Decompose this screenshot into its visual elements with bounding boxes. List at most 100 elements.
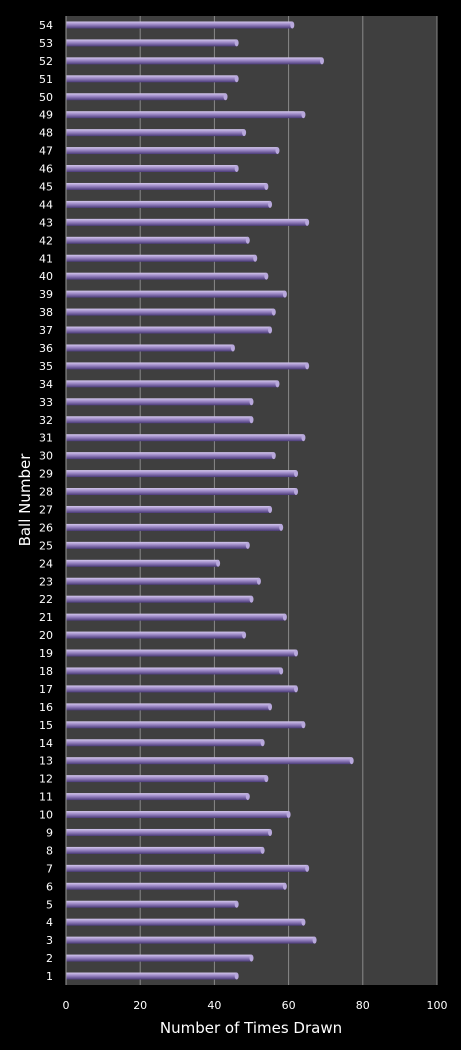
bar-cap: [268, 200, 273, 208]
y-tick-label: 33: [39, 396, 53, 409]
bar-body: [66, 918, 304, 926]
bar-body: [66, 416, 252, 424]
y-tick-label: 6: [46, 880, 53, 893]
bar: [66, 541, 250, 549]
y-tick-label: 46: [39, 163, 53, 176]
bar-body: [66, 739, 263, 747]
bar: [66, 505, 273, 513]
y-tick-label: 20: [39, 629, 53, 642]
bar: [66, 846, 265, 854]
grid-lines: [139, 16, 438, 985]
bar: [66, 93, 228, 101]
y-tick-label: 8: [46, 844, 53, 857]
bar-cap: [268, 505, 273, 513]
bar: [66, 936, 317, 944]
bar-body: [66, 649, 297, 657]
bar: [66, 75, 239, 83]
y-tick-label: 28: [39, 486, 53, 499]
y-tick-label: 18: [39, 665, 53, 678]
bar: [66, 559, 221, 567]
bar-cap: [301, 918, 306, 926]
bar-cap: [253, 254, 258, 262]
bar-cap: [349, 757, 354, 765]
bar-body: [66, 470, 297, 478]
bar: [66, 523, 284, 531]
bar-cap: [234, 39, 239, 47]
x-tick-label: 80: [356, 999, 370, 1012]
bar-body: [66, 703, 271, 711]
bar-body: [66, 165, 237, 173]
bar-cap: [282, 882, 287, 890]
bar-cap: [230, 344, 235, 352]
bar-cap: [305, 864, 310, 872]
bar-body: [66, 254, 256, 262]
x-tick-label: 100: [427, 999, 448, 1012]
bar-body: [66, 523, 282, 531]
bar-body: [66, 793, 248, 801]
bar: [66, 811, 291, 819]
bar-body: [66, 685, 297, 693]
y-tick-label: 34: [39, 378, 53, 391]
bar: [66, 380, 280, 388]
bar-body: [66, 631, 245, 639]
bar-cap: [282, 290, 287, 298]
bar-cap: [256, 577, 261, 585]
bar-cap: [234, 972, 239, 980]
x-tick-labels: 0 20 40 60 80 100: [63, 999, 448, 1012]
bar-body: [66, 954, 252, 962]
bar-cap: [268, 703, 273, 711]
bar-cap: [301, 111, 306, 119]
x-tick-label: 60: [282, 999, 296, 1012]
y-tick-label: 7: [46, 862, 53, 875]
bar-body: [66, 828, 271, 836]
bar-cap: [305, 362, 310, 370]
bar-cap: [290, 21, 295, 29]
bar-cap: [279, 667, 284, 675]
y-tick-label: 11: [39, 791, 53, 804]
bar: [66, 577, 261, 585]
bar-body: [66, 434, 304, 442]
bar-body: [66, 200, 271, 208]
y-tick-label: 24: [39, 557, 53, 570]
bar: [66, 918, 306, 926]
y-tick-label: 15: [39, 719, 53, 732]
bar: [66, 147, 280, 155]
y-tick-label: 50: [39, 91, 53, 104]
bar-body: [66, 541, 248, 549]
bar-cap: [294, 488, 299, 496]
y-tick-label: 16: [39, 701, 53, 714]
bar-body: [66, 577, 259, 585]
bar: [66, 182, 269, 190]
bar-cap: [223, 93, 228, 101]
y-tick-label: 13: [39, 755, 53, 768]
bar-cap: [275, 147, 280, 155]
bar-body: [66, 882, 285, 890]
bar-cap: [264, 272, 269, 280]
bar: [66, 452, 276, 460]
bar-body: [66, 864, 308, 872]
plot-area: [66, 16, 437, 985]
y-tick-label: 43: [39, 216, 53, 229]
bar: [66, 721, 306, 729]
y-tick-label: 27: [39, 503, 53, 516]
bar-body: [66, 775, 267, 783]
bar: [66, 236, 250, 244]
bar: [66, 613, 287, 621]
bar: [66, 290, 287, 298]
bar-cap: [305, 218, 310, 226]
bar-cap: [260, 846, 265, 854]
bar-body: [66, 595, 252, 603]
bar-body: [66, 272, 267, 280]
y-tick-label: 9: [46, 826, 53, 839]
bar-body: [66, 57, 322, 65]
y-tick-label: 31: [39, 432, 53, 445]
y-tick-label: 30: [39, 450, 53, 463]
bar-cap: [234, 75, 239, 83]
bar: [66, 470, 299, 478]
bar: [66, 434, 306, 442]
bar-cap: [264, 182, 269, 190]
bar-body: [66, 182, 267, 190]
bar-body: [66, 111, 304, 119]
bar-body: [66, 147, 278, 155]
y-tick-label: 54: [39, 19, 53, 32]
